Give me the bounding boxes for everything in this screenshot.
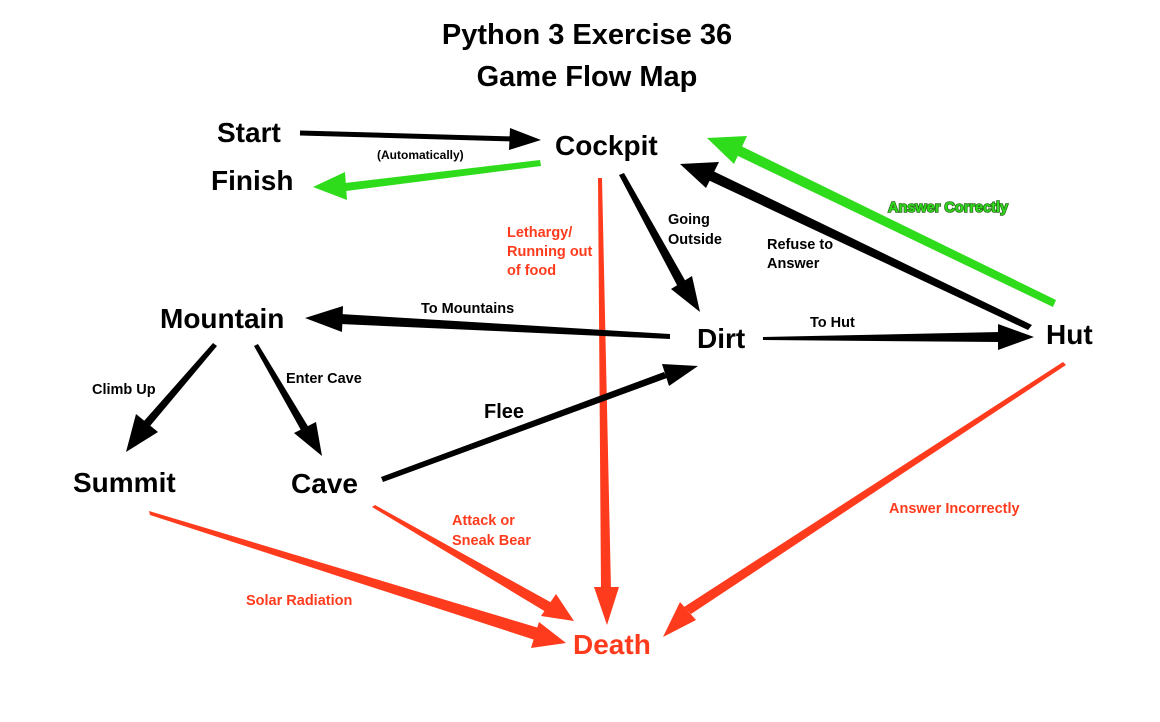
node-cave: Cave: [291, 468, 358, 499]
label-going-outside-2: Outside: [668, 232, 722, 248]
label-attack-2: Sneak Bear: [452, 533, 531, 549]
label-solar-radiation: Solar Radiation: [246, 593, 352, 609]
label-enter-cave: Enter Cave: [286, 371, 362, 387]
title-line-2: Game Flow Map: [477, 61, 698, 93]
arrow-cave-to-death: [372, 505, 552, 612]
arrowhead-hut-to-death: [663, 602, 696, 637]
label-to-hut: To Hut: [810, 315, 855, 331]
arrowhead-cave-to-dirt: [662, 364, 698, 386]
arrowhead-start-to-cockpit: [509, 128, 541, 150]
node-summit: Summit: [73, 467, 176, 498]
node-finish: Finish: [211, 165, 293, 196]
arrowhead-summit-to-death: [531, 622, 566, 648]
arrow-hut-to-death: [684, 362, 1066, 614]
arrows-layer: [126, 128, 1066, 648]
arrowhead-dirt-to-hut: [998, 324, 1034, 350]
label-refuse-2: Answer: [767, 256, 820, 272]
label-climb-up: Climb Up: [92, 382, 156, 398]
arrow-mountain-to-cave: [254, 344, 309, 432]
arrowhead-hut-to-cockpit: [680, 162, 719, 188]
label-to-mountains: To Mountains: [421, 301, 514, 317]
arrowhead-cockpit-to-finish: [313, 172, 347, 200]
node-mountain: Mountain: [160, 303, 284, 334]
arrow-cockpit-to-finish: [345, 160, 541, 191]
label-lethargy-1: Lethargy/: [507, 225, 572, 241]
arrowhead-cockpit-to-dirt: [671, 276, 700, 312]
arrow-dirt-to-hut: [763, 332, 1000, 342]
arrow-hut-to-cockpit: [708, 171, 1032, 330]
label-lethargy-3: of food: [507, 263, 556, 279]
title-line-1: Python 3 Exercise 36: [442, 19, 732, 51]
label-attack-1: Attack or: [452, 513, 515, 529]
node-death: Death: [573, 629, 651, 660]
node-dirt: Dirt: [697, 323, 745, 354]
arrow-start-to-cockpit: [299, 130, 516, 142]
arrowhead-hut-to-cockpit-correct: [707, 136, 747, 164]
arrowhead-mountain-to-cave: [294, 422, 322, 456]
arrow-dirt-to-mountain: [340, 314, 670, 339]
arrow-summit-to-death: [149, 511, 539, 640]
node-cockpit: Cockpit: [555, 130, 658, 161]
node-hut: Hut: [1046, 319, 1093, 350]
arrow-cave-to-dirt: [381, 372, 667, 482]
label-answer-correctly: Answer Correctly: [888, 200, 1008, 216]
arrowhead-cockpit-to-death: [594, 587, 619, 625]
arrow-cockpit-to-death: [598, 178, 611, 590]
label-refuse-1: Refuse to: [767, 237, 833, 253]
node-start: Start: [217, 117, 281, 148]
arrow-mountain-to-summit: [144, 343, 217, 426]
label-answer-incorrectly: Answer Incorrectly: [889, 501, 1020, 517]
label-lethargy-2: Running out: [507, 244, 593, 260]
arrowhead-mountain-to-summit: [126, 414, 158, 452]
label-automatically: (Automatically): [377, 148, 464, 162]
arrow-hut-to-cockpit-correct: [736, 146, 1056, 307]
label-flee: Flee: [484, 401, 524, 423]
arrow-cockpit-to-dirt: [619, 173, 686, 287]
arrowhead-cave-to-death: [541, 594, 574, 621]
label-going-outside-1: Going: [668, 212, 710, 228]
arrowhead-dirt-to-mountain: [305, 306, 343, 332]
